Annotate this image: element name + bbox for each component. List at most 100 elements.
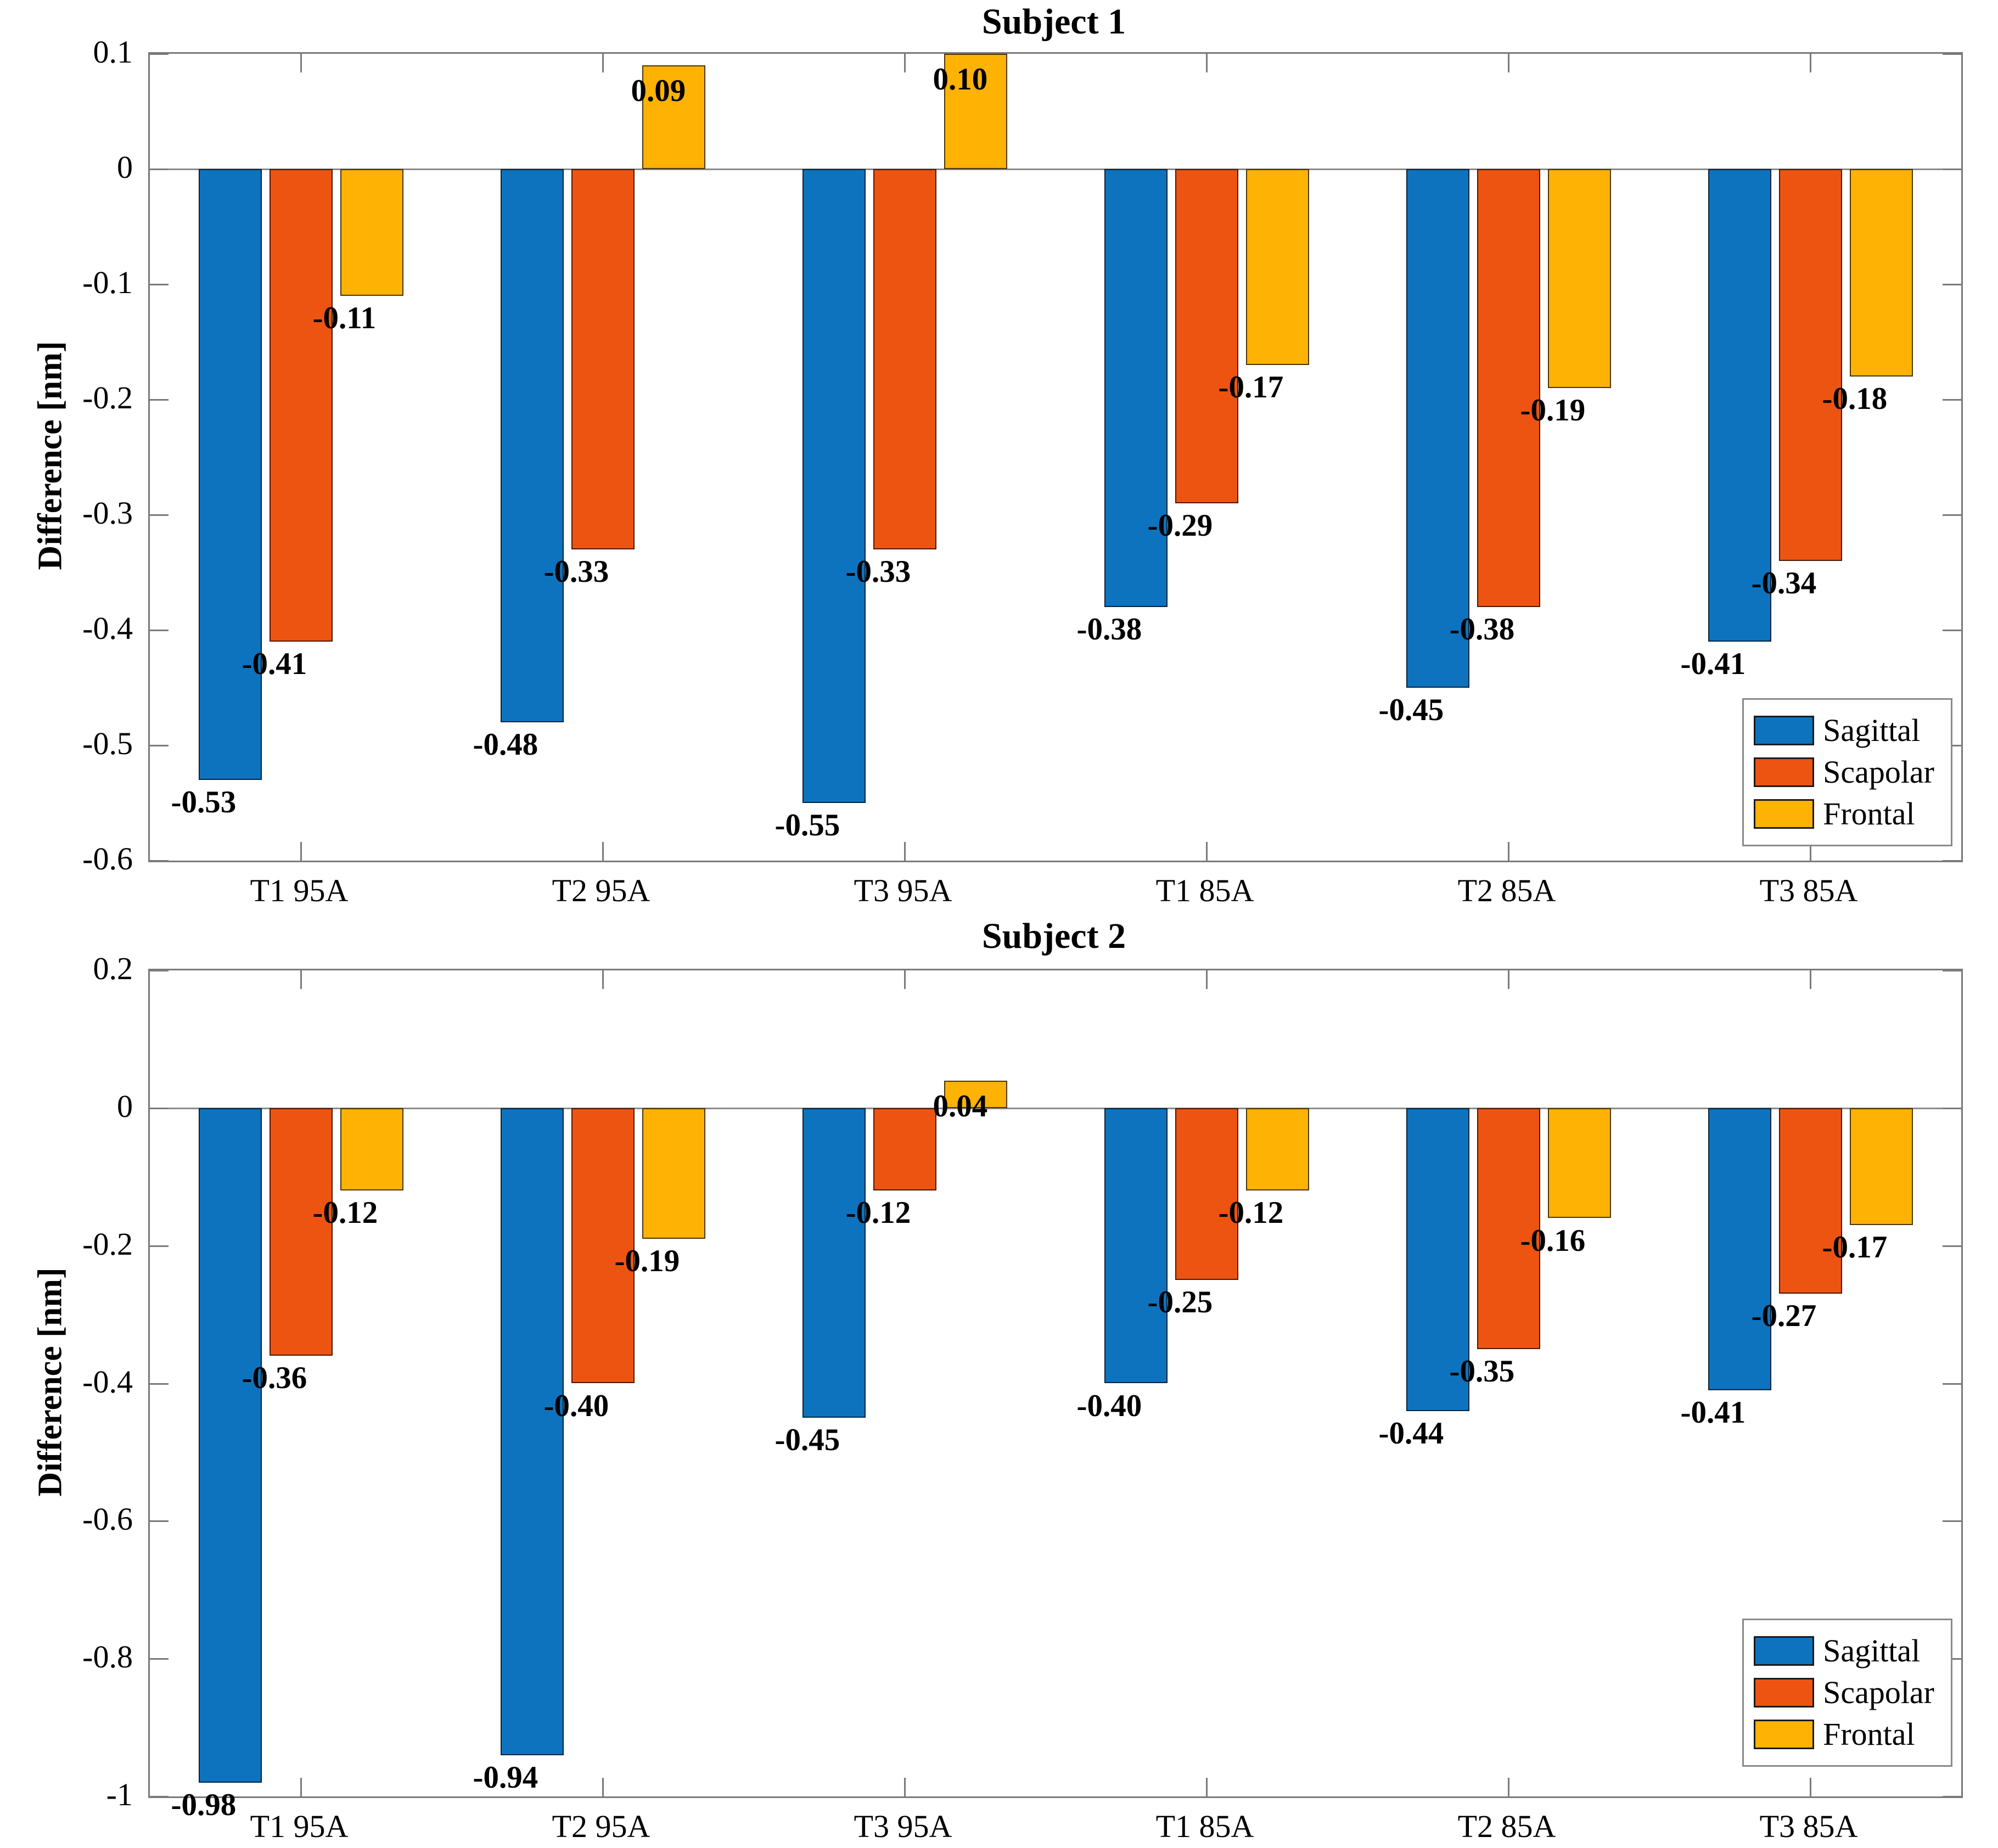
y-tick-mark [1943,168,1961,170]
bar-scapolar-t3-95a [873,1108,936,1191]
bar-value-label: 0.10 [933,62,988,97]
x-tick-mark [903,1778,906,1796]
x-tick-mark [1205,1778,1208,1796]
bar-value-label: -0.16 [1520,1223,1586,1258]
bar-frontal-t3-95a [944,54,1007,169]
bar-sagittal-t3-95a [802,169,866,803]
bar-frontal-t3-85a [1849,1108,1913,1226]
legend-label: Sagittal [1823,1633,1921,1669]
bar-scapolar-t2-85a [1477,1108,1540,1349]
y-tick-label: -0.4 [82,1363,133,1400]
bar-scapolar-t1-85a [1175,1108,1238,1280]
y-tick-label: 0 [117,1088,133,1124]
y-tick-mark [150,1245,169,1247]
legend-entry: Sagittal [1754,1633,1934,1669]
y-tick-mark [150,514,169,516]
legend-entry: Scapolar [1754,1675,1934,1710]
bar-value-label: -0.55 [774,808,840,842]
y-tick-label: 0.2 [93,951,133,986]
bar-frontal-t2-95a [642,1108,705,1239]
bar-frontal-t2-85a [1547,1108,1611,1218]
bar-value-label: -0.41 [242,647,307,681]
bar-value-label: -0.35 [1449,1353,1515,1389]
bar-value-label: 0.09 [631,74,686,108]
legend-label: Frontal [1823,796,1915,832]
x-tick-mark [903,970,906,989]
legend-swatch-scapolar [1754,757,1815,787]
bar-sagittal-t3-85a [1708,1108,1771,1391]
bar-value-label: -0.25 [1147,1285,1213,1320]
y-tick-mark [150,630,169,631]
bar-value-label: -0.12 [312,1195,378,1231]
bar-scapolar-t1-85a [1175,169,1238,503]
bar-value-label: -0.19 [1520,393,1586,428]
y-tick-label: -0.5 [82,726,133,761]
y-tick-mark [1943,630,1961,631]
bar-frontal-t2-95a [642,65,705,169]
x-tick-mark [602,1778,604,1796]
bar-value-label: -0.17 [1822,1230,1888,1265]
legend-label: Sagittal [1823,712,1921,748]
bar-value-label: -0.98 [171,1787,237,1822]
bar-sagittal-t3-85a [1708,169,1771,642]
bar-value-label: -0.48 [473,727,538,762]
y-tick-label: -0.2 [82,1226,133,1262]
bar-sagittal-t2-95a [500,1108,564,1755]
y-tick-mark [150,1796,169,1798]
bar-value-label: -0.11 [312,301,377,335]
y-tick-label: 0.1 [93,34,133,70]
bar-value-label: -0.45 [1378,693,1444,727]
y-tick-mark [1943,284,1961,285]
bar-sagittal-t1-95a [198,1108,262,1783]
x-tick-mark [1809,54,1811,72]
x-tick-mark [903,54,906,72]
x-tick-mark [1809,842,1811,861]
y-tick-label: -0.4 [82,610,133,646]
y-tick-label: -0.3 [82,495,133,531]
plot-area: -0.98 -0.36 -0.12 -0.94 -0.40 -0.19 -0.45 -0.12… [148,969,1963,1822]
bar-frontal-t1-95a [340,169,403,296]
x-tick-mark [1809,1778,1811,1796]
x-tick-mark [602,54,604,72]
y-tick-mark [1943,1520,1961,1523]
bar-frontal-t1-95a [340,1108,403,1191]
legend: Sagittal Scapolar Frontal [1742,698,1952,846]
bar-scapolar-t2-85a [1477,169,1540,607]
y-tick-mark [1943,1245,1961,1247]
x-tick-mark [1809,970,1811,989]
bar-value-label: -0.29 [1147,508,1213,543]
bar-scapolar-t1-95a [269,169,333,642]
y-tick-mark [1943,399,1961,401]
bar-scapolar-t2-95a [571,1108,635,1384]
x-tick-mark [300,54,302,72]
bar-value-label: -0.41 [1680,647,1746,681]
legend-entry: Sagittal [1754,713,1934,748]
x-tick-mark [1507,1778,1509,1796]
y-tick-mark [150,1520,169,1523]
x-tick-mark [1205,970,1208,989]
bar-scapolar-t3-95a [873,169,936,549]
y-tick-mark [150,860,169,862]
bar-value-label: -0.53 [171,785,237,819]
chart-title: Subject 1 [981,2,1126,42]
y-tick-mark [1943,1796,1961,1798]
x-tick-mark [300,970,302,989]
legend-label: Scapolar [1823,754,1934,790]
bar-value-label: -0.12 [845,1195,911,1231]
chart-title: Subject 2 [981,916,1126,956]
bar-sagittal-t2-85a [1406,1108,1469,1411]
bar-sagittal-t1-85a [1104,1108,1168,1384]
bar-frontal-t1-85a [1245,169,1309,365]
legend: Sagittal Scapolar Frontal [1742,1619,1952,1767]
x-tick-label: T3 85A [1759,1808,1858,1844]
x-tick-label: T1 85A [1155,873,1254,908]
y-tick-mark [150,284,169,285]
y-tick-mark [1943,514,1961,516]
bar-value-label: -0.18 [1822,381,1888,416]
y-tick-mark [1943,1107,1961,1109]
bar-value-label: -0.45 [774,1423,840,1458]
bar-frontal-t2-85a [1547,169,1611,388]
bar-value-label: -0.33 [543,554,609,589]
x-tick-mark [602,842,604,861]
